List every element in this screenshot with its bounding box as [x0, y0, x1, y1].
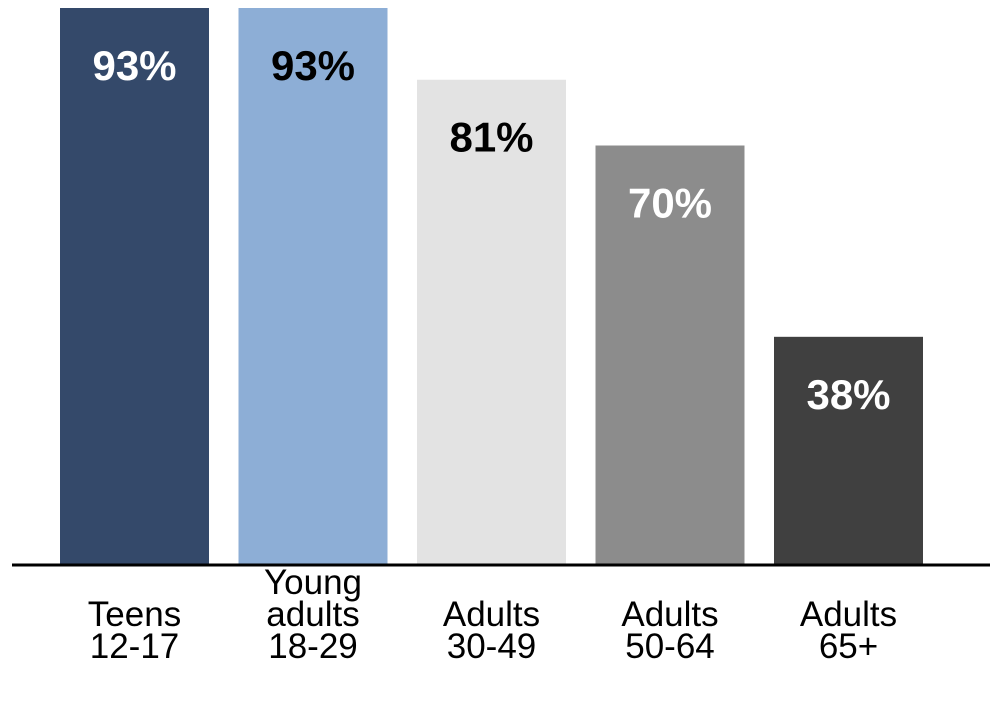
bar-4 [595, 145, 745, 564]
x-tick-label-line: Adults [800, 595, 897, 634]
x-tick-label-4: Adults 50-64 [621, 595, 718, 666]
x-tick-label-line: Adults [443, 595, 540, 634]
x-tick-label-5: Adults 65+ [800, 595, 897, 666]
x-tick-label-line: 18-29 [268, 627, 358, 666]
data-label-3: 81% [449, 114, 533, 161]
x-tick-label-line: Adults [621, 595, 718, 634]
bar-5 [774, 336, 923, 564]
data-label-2: 93% [271, 42, 355, 89]
value-labels-layer: 93% 93% 81% 70% 38% [92, 42, 890, 418]
data-label-5: 38% [806, 371, 890, 418]
x-tick-label-line: 50-64 [625, 627, 715, 666]
x-tick-label-line: Young [264, 563, 362, 602]
x-tick-label-line: adults [266, 595, 359, 634]
x-tick-label-3: Adults 30-49 [443, 595, 540, 666]
x-tick-label-line: 30-49 [447, 627, 537, 666]
x-tick-label-line: 65+ [819, 627, 878, 666]
x-tick-label-line: Teens [88, 595, 181, 634]
x-tick-label-2: Young adults 18-29 [264, 563, 362, 666]
bar-2 [238, 8, 388, 564]
x-tick-label-1: Teens 12-17 [88, 595, 181, 666]
data-label-1: 93% [92, 42, 176, 89]
x-tick-label-line: 12-17 [90, 627, 180, 666]
bar-3 [417, 79, 566, 564]
bar-1 [60, 8, 209, 564]
bars-layer [60, 8, 923, 564]
data-label-4: 70% [628, 180, 712, 227]
